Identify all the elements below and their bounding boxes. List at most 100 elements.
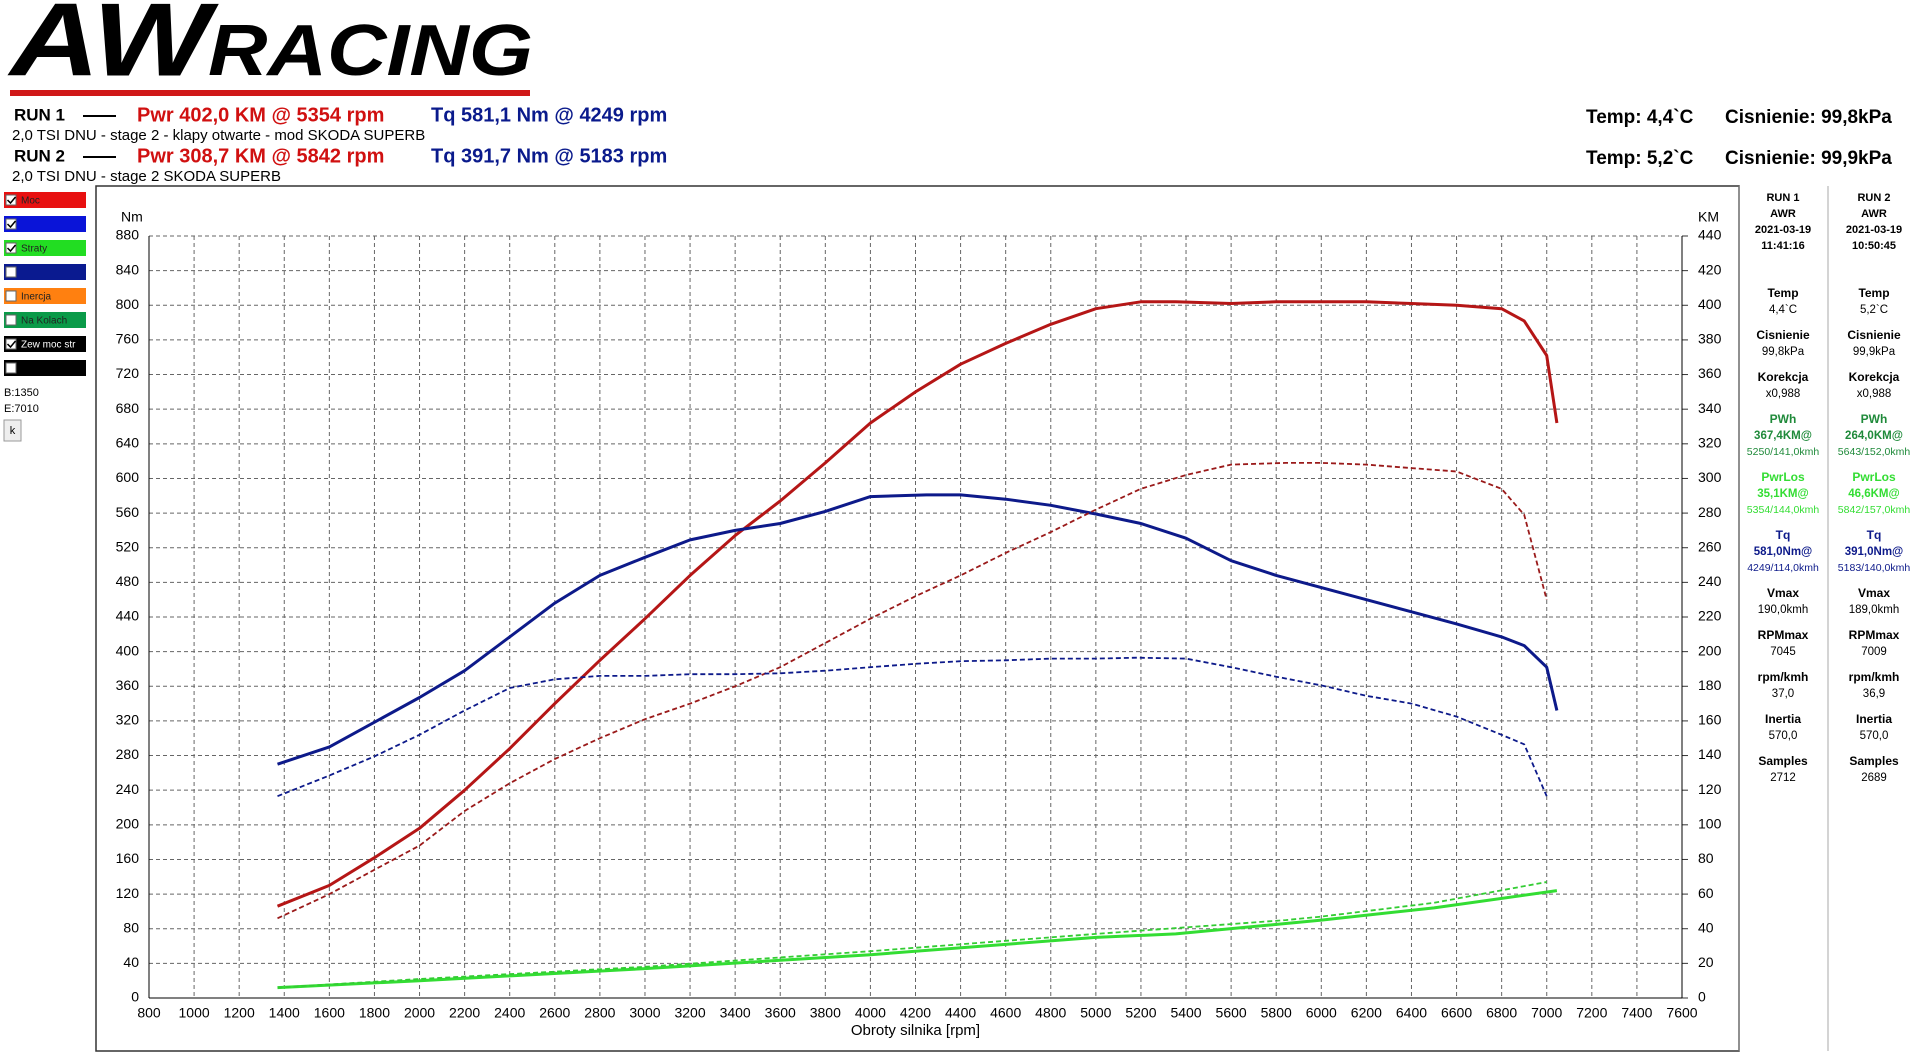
logo-bar bbox=[10, 90, 530, 96]
legend-swatch[interactable] bbox=[4, 192, 86, 208]
y-tick-label: 320 bbox=[116, 712, 140, 728]
run-torque: Tq 581,1 Nm @ 4249 rpm bbox=[431, 104, 667, 126]
y-tick-label: 400 bbox=[116, 642, 140, 658]
x-tick-label: 4200 bbox=[900, 1005, 931, 1021]
dashed-curve bbox=[277, 462, 1548, 920]
x-tick-label: 3000 bbox=[629, 1005, 660, 1021]
legend-checkbox[interactable] bbox=[5, 338, 17, 350]
panel-field-value: 570,0 bbox=[1769, 730, 1798, 742]
panel-field-value: 2712 bbox=[1770, 772, 1796, 784]
y2-axis-title: KM bbox=[1698, 209, 1719, 225]
x-tick-label: 3600 bbox=[765, 1005, 796, 1021]
panel-header: 10:50:45 bbox=[1852, 240, 1896, 252]
panel-field-value: 189,0kmh bbox=[1849, 604, 1900, 616]
panel-header: 2021-03-19 bbox=[1755, 224, 1811, 236]
panel-field-label: Tq bbox=[1776, 528, 1791, 542]
legend-swatch[interactable] bbox=[4, 312, 86, 328]
legend-checkbox[interactable] bbox=[5, 194, 17, 206]
y-tick-label: 240 bbox=[116, 781, 140, 797]
panel-field-value: 7045 bbox=[1770, 646, 1796, 658]
legend-label: Inercja bbox=[21, 292, 51, 303]
panel-field-value: 36,9 bbox=[1863, 688, 1885, 700]
panel-header: 2021-03-19 bbox=[1846, 224, 1902, 236]
run-power: Pwr 402,0 KM @ 5354 rpm bbox=[137, 104, 384, 126]
y-tick-label: 760 bbox=[116, 331, 140, 347]
legend-swatch[interactable] bbox=[4, 216, 86, 232]
legend-label: Zew moc str bbox=[21, 340, 76, 351]
panel-header: AWR bbox=[1861, 208, 1887, 220]
panel-field-label: Tq bbox=[1867, 528, 1882, 542]
panel-field-label: PWh bbox=[1861, 412, 1888, 426]
run-label: RUN 2 bbox=[14, 146, 65, 165]
x-tick-label: 7400 bbox=[1621, 1005, 1652, 1021]
legend-checkbox[interactable] bbox=[5, 266, 17, 278]
panel-header: 11:41:16 bbox=[1761, 240, 1804, 252]
legend-swatch[interactable] bbox=[4, 264, 86, 280]
x-tick-label: 4600 bbox=[990, 1005, 1021, 1021]
legend-swatch[interactable] bbox=[4, 336, 86, 352]
legend-swatch[interactable] bbox=[4, 288, 86, 304]
x-tick-label: 1200 bbox=[224, 1005, 255, 1021]
legend-checkbox[interactable] bbox=[5, 314, 17, 326]
panel-field-value: 4,4`C bbox=[1769, 304, 1797, 316]
y-tick-label: 880 bbox=[116, 227, 140, 243]
panel-header: RUN 2 bbox=[1857, 192, 1890, 204]
x-tick-label: 2000 bbox=[404, 1005, 435, 1021]
chart-frame bbox=[95, 185, 1740, 1052]
legend-checkbox[interactable] bbox=[5, 242, 17, 254]
panel-field-value: 5643/152,0kmh bbox=[1838, 446, 1911, 458]
x-tick-label: 3400 bbox=[720, 1005, 751, 1021]
y-tick-label: 80 bbox=[123, 919, 139, 935]
y2-tick-label: 320 bbox=[1698, 435, 1722, 451]
x-tick-label: 4800 bbox=[1035, 1005, 1066, 1021]
panel-field-label: Cisnienie bbox=[1756, 328, 1810, 342]
y2-tick-label: 400 bbox=[1698, 296, 1722, 312]
legend-swatch[interactable] bbox=[4, 360, 86, 376]
panel-field-value: 99,9kPa bbox=[1853, 346, 1896, 358]
x-tick-label: 2400 bbox=[494, 1005, 525, 1021]
panel-field-label: rpm/kmh bbox=[1849, 670, 1900, 684]
panel-field-value: 367,4KM@ bbox=[1754, 430, 1812, 442]
y-tick-label: 800 bbox=[116, 296, 140, 312]
panel-field-label: Korekcja bbox=[1758, 370, 1809, 384]
y2-tick-label: 180 bbox=[1698, 677, 1722, 693]
panel-field-value: 581,0Nm@ bbox=[1754, 546, 1813, 558]
panel-header: RUN 1 bbox=[1766, 192, 1799, 204]
y-tick-label: 160 bbox=[116, 850, 140, 866]
legend-check bbox=[6, 244, 17, 253]
panel-field-label: Inertia bbox=[1765, 712, 1801, 726]
x-tick-label: 4000 bbox=[855, 1005, 886, 1021]
legend-checkbox[interactable] bbox=[5, 362, 17, 374]
y2-tick-label: 60 bbox=[1698, 885, 1714, 901]
panel-field-value: 5842/157,0kmh bbox=[1838, 504, 1911, 516]
x-tick-label: 5200 bbox=[1125, 1005, 1156, 1021]
x-tick-label: 1600 bbox=[314, 1005, 345, 1021]
k-button[interactable] bbox=[3, 419, 22, 442]
panel-field-value: 4249/114,0kmh bbox=[1747, 562, 1819, 574]
y2-tick-label: 240 bbox=[1698, 573, 1722, 589]
x-axis-title: Obroty silnika [rpm] bbox=[851, 1022, 980, 1039]
x-tick-label: 800 bbox=[137, 1005, 161, 1021]
y2-tick-label: 420 bbox=[1698, 261, 1722, 277]
legend-swatch[interactable] bbox=[4, 240, 86, 256]
y-tick-label: 0 bbox=[131, 989, 139, 1005]
x-tick-label: 2200 bbox=[449, 1005, 480, 1021]
y-tick-label: 480 bbox=[116, 573, 140, 589]
panel-field-value: 35,1KM@ bbox=[1757, 488, 1808, 500]
panel-field-value: 264,0KM@ bbox=[1845, 430, 1903, 442]
y-tick-label: 680 bbox=[116, 400, 140, 416]
y-tick-label: 560 bbox=[116, 504, 140, 520]
panel-field-value: 5250/141,0kmh bbox=[1747, 446, 1820, 458]
y-tick-label: 520 bbox=[116, 538, 140, 554]
panel-field-label: PWh bbox=[1770, 412, 1797, 426]
legend-checkbox[interactable] bbox=[5, 218, 17, 230]
panel-header: AWR bbox=[1770, 208, 1796, 220]
y-tick-label: 720 bbox=[116, 365, 140, 381]
x-tick-label: 2600 bbox=[539, 1005, 570, 1021]
x-tick-label: 3800 bbox=[810, 1005, 841, 1021]
x-tick-label: 6000 bbox=[1306, 1005, 1337, 1021]
panel-field-label: PwrLos bbox=[1761, 470, 1805, 484]
legend-checkbox[interactable] bbox=[5, 290, 17, 302]
y-tick-label: 440 bbox=[116, 608, 140, 624]
